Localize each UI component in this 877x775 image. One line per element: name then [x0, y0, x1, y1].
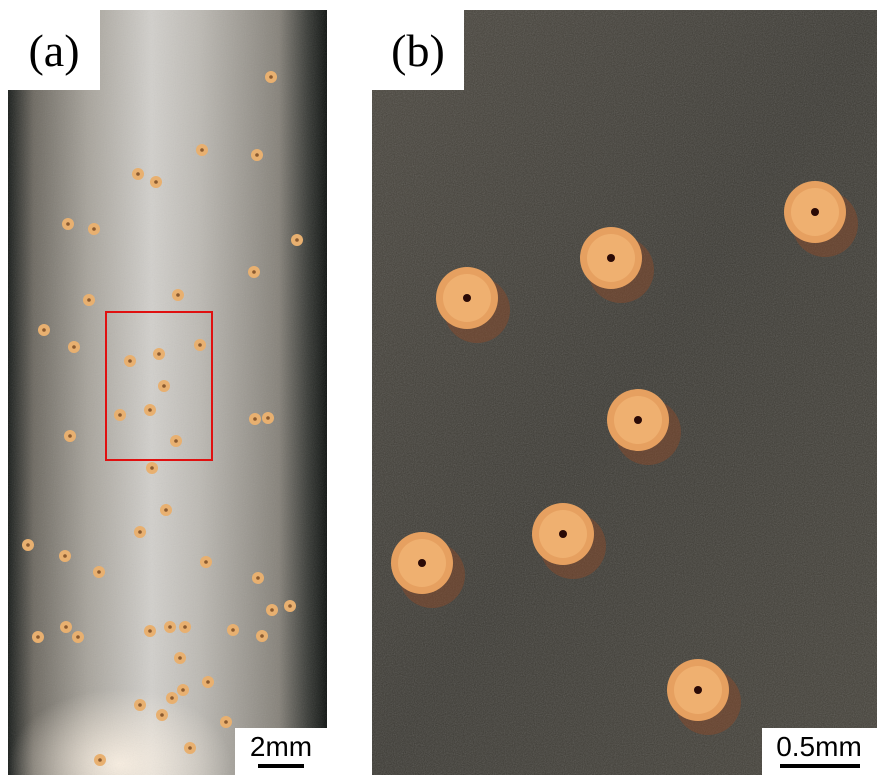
- spot-center: [174, 439, 178, 443]
- spot-center: [224, 720, 228, 724]
- panel-label: (b): [391, 25, 445, 76]
- spot-center: [36, 635, 40, 639]
- spot-center: [168, 625, 172, 629]
- spot-center: [164, 508, 168, 512]
- spot-center: [98, 758, 102, 762]
- spot-center: [72, 345, 76, 349]
- spot-center: [76, 635, 80, 639]
- spot-center: [288, 604, 292, 608]
- spot-center: [270, 608, 274, 612]
- spot-center: [183, 625, 187, 629]
- spot-center: [811, 208, 819, 216]
- spot-center: [634, 416, 642, 424]
- spot-center: [157, 352, 161, 356]
- spot-center: [694, 686, 702, 694]
- spot-center: [418, 559, 426, 567]
- spot-center: [269, 75, 273, 79]
- spot-center: [559, 530, 567, 538]
- spot-center: [181, 688, 185, 692]
- scale-bar: [258, 764, 304, 768]
- spot-center: [231, 628, 235, 632]
- scale-bar: [780, 764, 860, 768]
- spot-center: [255, 153, 259, 157]
- spot-center: [204, 560, 208, 564]
- spot-center: [162, 384, 166, 388]
- spot-center: [198, 343, 202, 347]
- spot-center: [176, 293, 180, 297]
- spot-center: [128, 359, 132, 363]
- spot-center: [295, 238, 299, 242]
- spot-center: [260, 634, 264, 638]
- figure: (a) (b) 2mm 0.5mm: [0, 0, 877, 775]
- spot-center: [136, 172, 140, 176]
- spot-center: [68, 434, 72, 438]
- spot-center: [160, 713, 164, 717]
- spot-center: [178, 656, 182, 660]
- spot-center: [97, 570, 101, 574]
- spot-center: [256, 576, 260, 580]
- spot-center: [118, 413, 122, 417]
- spot-center: [200, 148, 204, 152]
- spot-center: [154, 180, 158, 184]
- spot-center: [150, 466, 154, 470]
- spot-center: [607, 254, 615, 262]
- spot-center: [188, 746, 192, 750]
- spot-center: [170, 696, 174, 700]
- panel-label: (a): [28, 25, 79, 76]
- spot-center: [463, 294, 471, 302]
- spot-center: [26, 543, 30, 547]
- scale-label: 2mm: [250, 731, 312, 762]
- photo-a: [8, 10, 327, 775]
- spot-center: [148, 408, 152, 412]
- scale-label: 0.5mm: [776, 731, 862, 762]
- spot-center: [253, 417, 257, 421]
- spot-center: [148, 629, 152, 633]
- spot-center: [266, 416, 270, 420]
- photo-b: [372, 10, 877, 775]
- spot-center: [92, 227, 96, 231]
- spot-center: [252, 270, 256, 274]
- spot-center: [138, 530, 142, 534]
- spot-center: [206, 680, 210, 684]
- spot-center: [66, 222, 70, 226]
- spot-center: [64, 625, 68, 629]
- spot-center: [42, 328, 46, 332]
- spot-center: [87, 298, 91, 302]
- spot-center: [63, 554, 67, 558]
- spot-center: [138, 703, 142, 707]
